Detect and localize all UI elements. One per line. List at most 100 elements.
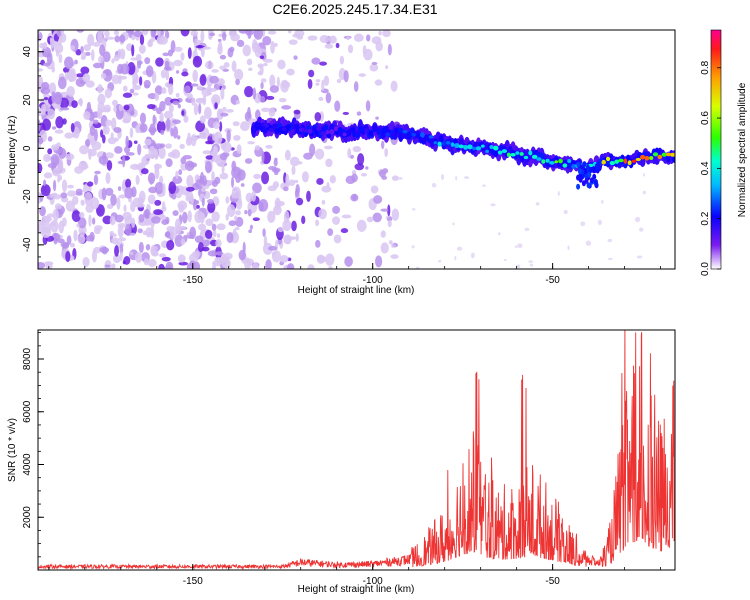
noise-speckle [217, 78, 225, 87]
noise-speckle [639, 227, 644, 232]
noise-speckle [48, 82, 57, 95]
colorbar-gradient [710, 29, 722, 270]
noise-speckle [166, 226, 175, 232]
ridge-core [268, 127, 274, 132]
noise-speckle [106, 160, 113, 171]
noise-speckle [198, 134, 207, 139]
noise-speckle [279, 255, 289, 263]
noise-speckle [238, 249, 246, 261]
noise-speckle [164, 231, 171, 238]
noise-speckle [205, 60, 214, 70]
ridge-core [277, 127, 283, 133]
noise-speckle [97, 93, 106, 105]
noise-speckle [204, 229, 213, 239]
noise-speckle [438, 259, 442, 263]
noise-speckle [274, 157, 278, 161]
noise-speckle [80, 162, 88, 169]
noise-speckle [212, 121, 220, 130]
noise-speckle [55, 116, 64, 129]
noise-speckle [228, 220, 237, 227]
noise-speckle [240, 121, 250, 132]
ridge-core [475, 146, 482, 151]
noise-speckle [111, 58, 115, 64]
noise-speckle [240, 183, 245, 187]
noise-speckle [43, 179, 47, 187]
noise-speckle [181, 71, 189, 77]
noise-speckle [152, 114, 156, 125]
noise-speckle [346, 36, 350, 41]
noise-speckle [257, 71, 263, 76]
noise-speckle [287, 263, 295, 269]
noise-speckle [528, 260, 534, 263]
ridge-core [376, 129, 382, 135]
noise-speckle [66, 235, 72, 246]
ridge-tail [586, 182, 591, 189]
ridge-tail [588, 167, 593, 174]
noise-speckle [452, 222, 455, 226]
noise-speckle [252, 87, 257, 100]
noise-speckle [242, 44, 251, 57]
colorbar: 0.0 0.2 0.4 0.6 0.8 Normalized spectral ampl… [700, 29, 748, 276]
noise-speckle [321, 199, 326, 205]
noise-speckle [125, 178, 132, 189]
noise-speckle [139, 112, 147, 125]
noise-speckle [258, 201, 264, 212]
ridge-core [350, 127, 356, 132]
noise-speckle [155, 57, 164, 67]
ridge-core [601, 159, 606, 165]
noise-speckle [289, 156, 300, 167]
noise-speckle [183, 85, 191, 94]
noise-speckle [70, 122, 75, 133]
noise-speckle [323, 145, 333, 150]
ridge-core [273, 123, 278, 127]
noise-speckle [127, 62, 136, 75]
noise-speckle [162, 183, 166, 196]
noise-speckle [59, 107, 70, 111]
noise-speckle [129, 88, 135, 94]
noise-speckle [231, 160, 237, 172]
noise-speckle [161, 256, 171, 262]
noise-speckle [415, 266, 420, 269]
noise-speckle [86, 181, 94, 187]
noise-speckle [75, 188, 83, 195]
noise-speckle [122, 85, 128, 92]
noise-speckle [327, 228, 334, 236]
noise-speckle [321, 79, 325, 92]
noise-speckle [156, 120, 166, 134]
noise-speckle [120, 63, 130, 75]
ridge-core [670, 152, 675, 157]
noise-speckle [100, 73, 107, 79]
snr-ylabel: SNR (10 * v/v) [7, 418, 18, 482]
noise-speckle [390, 243, 396, 249]
noise-speckle [145, 65, 154, 78]
noise-speckle [225, 196, 230, 204]
ridge-core [346, 130, 351, 136]
noise-speckle [352, 146, 362, 153]
noise-speckle [209, 75, 219, 84]
noise-speckle [226, 129, 231, 143]
noise-speckle [267, 210, 276, 223]
noise-speckle [503, 258, 507, 262]
noise-speckle [557, 191, 560, 196]
snr-panel: -150 -100 -50 8000 6000 4000 2000 Height of s… [7, 329, 676, 595]
ridge-core [519, 152, 524, 156]
noise-speckle [102, 134, 106, 144]
noise-speckle [125, 135, 129, 149]
noise-speckle [114, 35, 121, 43]
ridge-core [303, 128, 308, 133]
ridge-core [380, 128, 387, 133]
ridge-core [368, 130, 373, 136]
noise-speckle [328, 35, 337, 44]
ridge-core [631, 159, 637, 163]
noise-speckle [186, 174, 194, 188]
snr-xticks: -150 -100 -50 [48, 564, 662, 587]
noise-speckle [347, 44, 354, 54]
noise-speckle [585, 240, 592, 246]
noise-speckle [385, 65, 389, 70]
noise-speckle [535, 202, 540, 206]
y-tick-label: 40 [22, 46, 33, 58]
noise-speckle [135, 124, 140, 134]
noise-speckle [65, 200, 75, 212]
noise-speckle [57, 238, 65, 244]
y-tick-label: -20 [22, 189, 33, 204]
